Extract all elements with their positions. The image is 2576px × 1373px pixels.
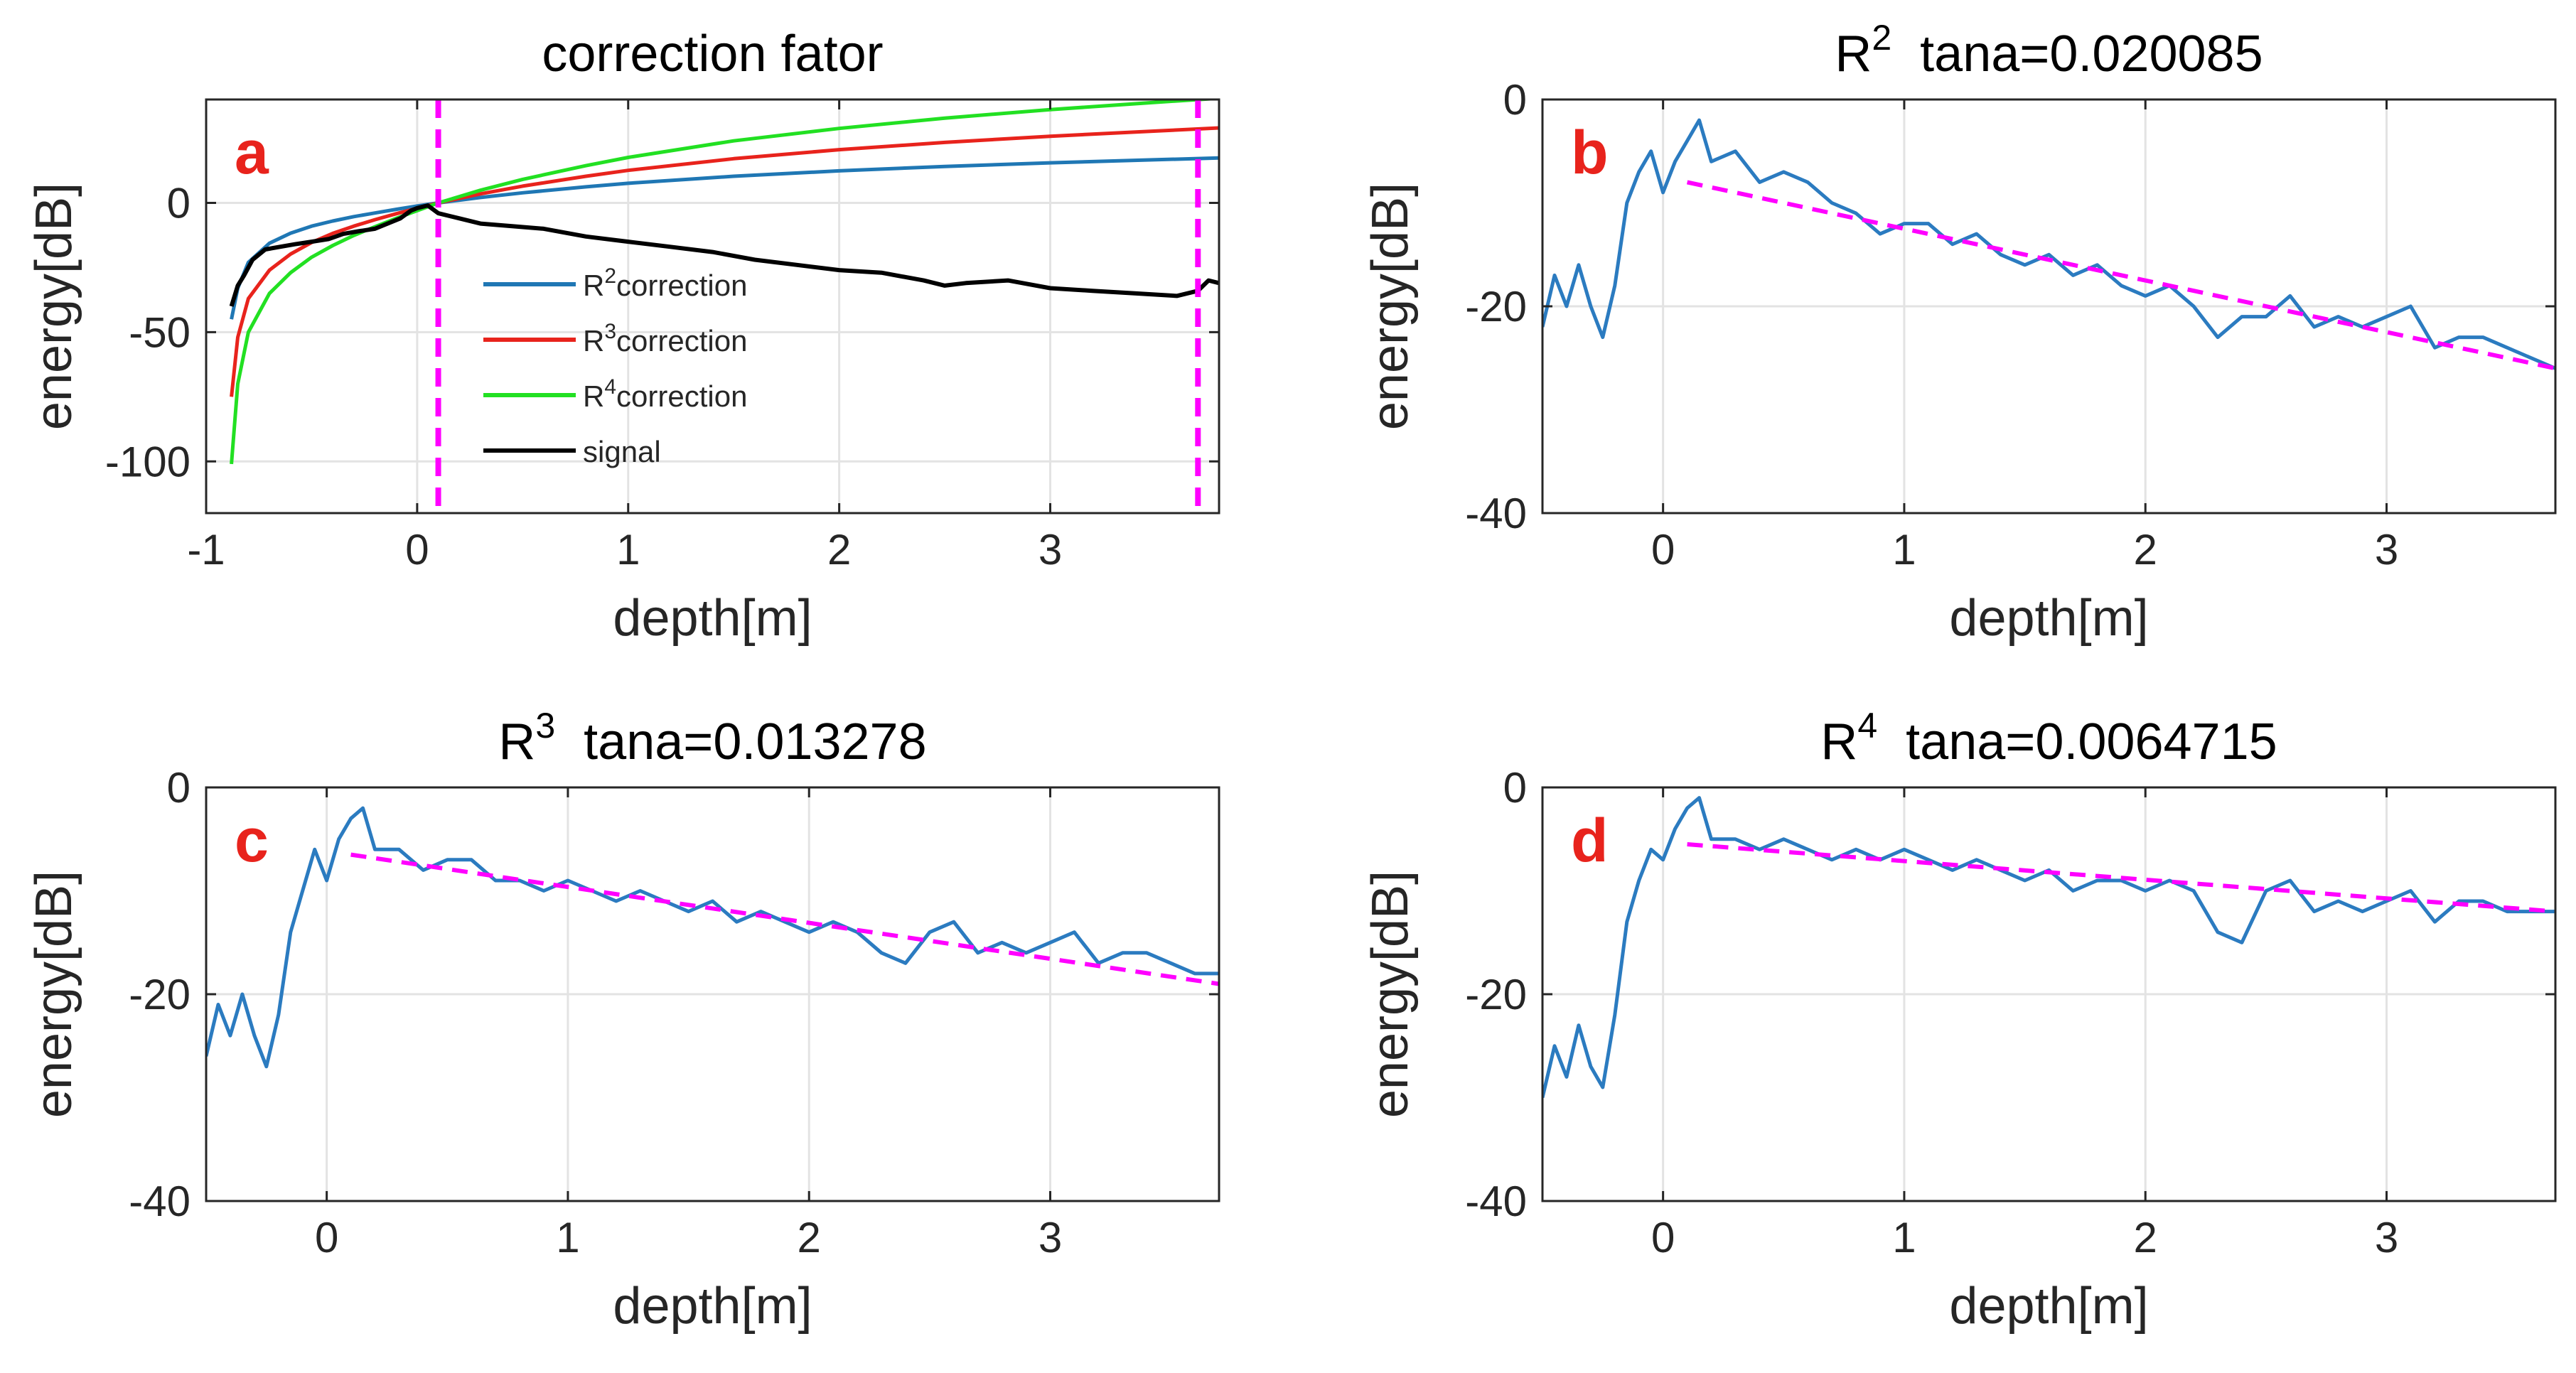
series-line-corrected-signal [206, 806, 1219, 1069]
y-tick-label: 0 [1503, 764, 1527, 812]
title-superscript: 4 [1857, 706, 1877, 745]
legend-entry-text: R3correction [583, 320, 747, 357]
legend-superscript: 3 [604, 320, 616, 343]
panel-a: -1 0 1 2 3 -100 -50 0 depth[m] energy[dB] correcti… [26, 26, 1220, 647]
series-group [1542, 796, 2555, 1099]
title-superscript: 3 [535, 706, 555, 745]
series-group [229, 99, 1219, 465]
y-tick-label: -100 [105, 438, 190, 485]
y-tick-label: -40 [129, 1178, 190, 1225]
legend-entry-text: R2correction [583, 264, 747, 302]
y-axis-label: energy[dB] [1362, 183, 1419, 430]
y-axis-label: energy[dB] [1362, 871, 1419, 1118]
x-tick-label: 3 [1039, 526, 1062, 574]
y-tick-label: -40 [1465, 490, 1527, 537]
x-tick-label: 2 [827, 526, 851, 574]
panel-letter: d [1571, 807, 1609, 875]
series-group [206, 806, 1219, 1069]
legend-base: R [583, 324, 604, 357]
legend-label: correction [616, 379, 747, 413]
x-tick-label: 3 [2375, 526, 2398, 574]
title-base: R [1820, 714, 1857, 770]
x-tick-label: 3 [1039, 1214, 1062, 1261]
x-tick-label: 1 [1892, 526, 1916, 574]
legend-base: R [583, 269, 604, 302]
x-tick-label: 1 [616, 526, 640, 574]
legend-label: signal [583, 435, 661, 468]
legend-label: correction [616, 269, 747, 302]
x-tick-label: 0 [1651, 526, 1675, 574]
chart-title: correction fator [542, 26, 883, 82]
chart-title-text: R3 tana=0.013278 [498, 706, 926, 770]
x-tick-label: -1 [187, 526, 225, 574]
y-tick-label: -20 [1465, 971, 1527, 1018]
x-axis-label: depth[m] [613, 1278, 812, 1335]
axes-box [205, 98, 1220, 515]
legend-superscript: 4 [604, 375, 616, 399]
chart-title-text: R4 tana=0.0064715 [1820, 706, 2277, 770]
series-line-corrected-signal [1542, 118, 2555, 370]
panel-letter: c [235, 807, 269, 875]
x-tick-label: 1 [556, 1214, 579, 1261]
legend-base: R [583, 379, 604, 413]
y-tick-label: 0 [167, 764, 190, 812]
y-axis-label: energy[dB] [26, 183, 82, 430]
chart-title: R2 tana=0.020085 [1835, 18, 2263, 82]
x-tick-label: 3 [2375, 1214, 2398, 1261]
title-rest: tana=0.020085 [1920, 26, 2263, 82]
series-line-fit [1686, 180, 2555, 371]
x-axis-label: depth[m] [1949, 1278, 2148, 1335]
chart-title: R3 tana=0.013278 [498, 706, 926, 770]
panel-letter: a [235, 119, 269, 187]
chart-title-text: R2 tana=0.020085 [1835, 18, 2263, 82]
y-tick-label: -40 [1465, 1178, 1527, 1225]
x-tick-label: 2 [2134, 526, 2157, 574]
x-tick-label: 2 [798, 1214, 821, 1261]
title-superscript: 2 [1872, 18, 1891, 58]
x-axis-label: depth[m] [1949, 590, 2148, 647]
y-tick-label: 0 [1503, 76, 1527, 124]
title-base: R [1835, 26, 1872, 82]
x-tick-label: 1 [1892, 1214, 1916, 1261]
legend-entry-text: R4correction [583, 375, 747, 413]
y-tick-label: 0 [167, 180, 190, 227]
panel-d: 0 1 2 3 -40 -20 0 depth[m] energy[dB] R4 tana=0.00… [1362, 706, 2557, 1335]
x-tick-label: 0 [315, 1214, 338, 1261]
title-base: R [498, 714, 535, 770]
series-line-signal [229, 203, 1219, 307]
legend-superscript: 2 [604, 264, 616, 288]
x-axis-label: depth[m] [613, 590, 812, 647]
title-rest: tana=0.013278 [584, 714, 926, 770]
x-tick-label: 0 [1651, 1214, 1675, 1261]
y-tick-label: -50 [129, 308, 190, 356]
series-group [1542, 118, 2555, 371]
legend-entry-text: signal [583, 435, 661, 468]
y-tick-label: -20 [129, 971, 190, 1018]
title-rest: tana=0.0064715 [1906, 714, 2277, 770]
series-line-fit [1687, 842, 2555, 914]
x-tick-label: 2 [2134, 1214, 2157, 1261]
y-axis-label: energy[dB] [26, 871, 82, 1118]
x-tick-label: 0 [405, 526, 429, 574]
chart-title: R4 tana=0.0064715 [1820, 706, 2277, 770]
legend-label: correction [616, 324, 747, 357]
legend: R2correctionR3correctionR4correctionsign… [483, 264, 747, 468]
panel-letter: b [1571, 119, 1609, 187]
series-line-corrected-signal [1542, 796, 2555, 1099]
y-tick-label: -20 [1465, 283, 1527, 330]
series-line-fit [350, 852, 1219, 986]
